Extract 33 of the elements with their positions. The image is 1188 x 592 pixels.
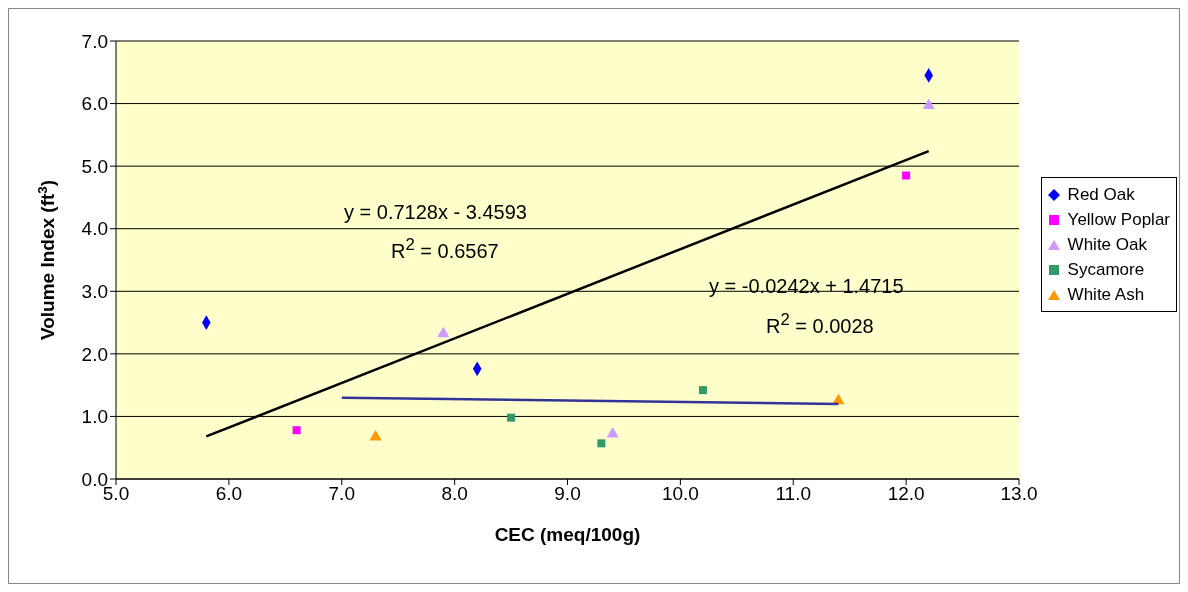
x-tick-label: 12.0 (887, 483, 925, 505)
y-tick-label: 4.0 (81, 218, 108, 240)
annotation: R$^{2}$ = 0.0028 (766, 310, 874, 338)
point (507, 413, 516, 422)
x-tick-label: 6.0 (215, 483, 243, 505)
legend-label: Red Oak (1067, 184, 1135, 206)
y-tick-label: 2.0 (81, 343, 108, 365)
y-tick-label: 7.0 (81, 30, 108, 52)
y-tick-label: 6.0 (81, 93, 108, 115)
x-axis-title: CEC (meq/100g) (494, 524, 641, 545)
point (597, 439, 606, 448)
x-tick-label: 11.0 (775, 483, 812, 505)
y-tick-label: 1.0 (81, 406, 108, 428)
point (698, 386, 707, 395)
x-tick-label: 8.0 (441, 483, 468, 505)
legend-label: Sycamore (1067, 259, 1145, 281)
annotation: R$^{2}$ = 0.6567 (391, 235, 499, 263)
legend-label: White Ash (1067, 284, 1145, 306)
annotation: y = 0.7128x - 3.4593 (344, 201, 527, 224)
y-tick-label: 5.0 (81, 155, 108, 177)
x-tick-label: 7.0 (328, 483, 355, 505)
x-tick-label: 10.0 (661, 483, 699, 505)
point (292, 426, 301, 435)
point (606, 426, 619, 438)
x-tick-label: 9.0 (554, 483, 581, 505)
x-tick-label: 13.0 (1000, 483, 1038, 505)
legend-label: Yellow Poplar (1067, 209, 1170, 231)
legend-label: White Oak (1067, 234, 1147, 256)
point (922, 98, 935, 109)
point (369, 430, 382, 441)
point (902, 171, 911, 180)
point (437, 326, 450, 338)
y-tick-label: 3.0 (81, 281, 108, 303)
